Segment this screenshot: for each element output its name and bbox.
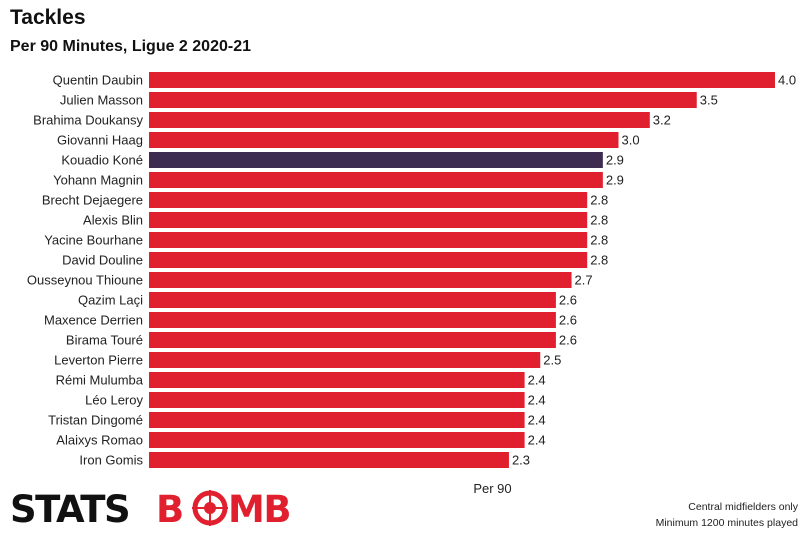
category-label: Qazim Laçi [78,293,143,308]
value-label: 2.4 [528,413,546,428]
value-label: 3.0 [622,133,640,148]
category-label: Giovanni Haag [57,133,143,148]
category-label: Leverton Pierre [54,353,143,368]
value-label: 2.7 [575,273,593,288]
bar [149,392,525,408]
bar [149,152,603,168]
category-label: Birama Touré [66,333,143,348]
footnote-line-2: Minimum 1200 minutes played [655,517,798,529]
category-label: Kouadio Koné [61,153,143,168]
bar [149,292,556,308]
bar [149,72,775,88]
value-label: 2.8 [590,213,608,228]
value-label: 4.0 [778,73,796,88]
category-label: Yohann Magnin [53,173,143,188]
bar [149,432,525,448]
category-label: Rémi Mulumba [56,373,144,388]
category-label: Ousseynou Thioune [27,273,143,288]
value-label: 2.8 [590,233,608,248]
value-label: 2.4 [528,433,546,448]
value-label: 3.5 [700,93,718,108]
bar-chart: Quentin Daubin 4.0 Julien Masson 3.5 Brahima… [27,72,796,468]
chart-subtitle: Per 90 Minutes, Ligue 2 2020-21 [10,38,251,55]
value-label: 2.8 [590,193,608,208]
value-label: 2.6 [559,313,577,328]
chart-title: Tackles [10,6,86,29]
statsbomb-logo: STATS B MB [10,488,292,530]
bar [149,372,525,388]
value-label: 2.9 [606,173,624,188]
footnote-line-1: Central midfielders only [688,501,798,513]
bar [149,312,556,328]
bar [149,452,509,468]
bar [149,252,588,268]
footnote: Central midfielders only Minimum 1200 mi… [656,499,798,531]
value-label: 2.9 [606,153,624,168]
value-label: 2.4 [528,393,546,408]
bar [149,272,572,288]
bar [149,112,650,128]
x-axis-label: Per 90 [473,481,512,496]
bar [149,212,588,228]
value-label: 3.2 [653,113,671,128]
value-label: 2.5 [543,353,561,368]
bar [149,172,603,188]
bar [149,412,525,428]
value-label: 2.8 [590,253,608,268]
value-label: 2.6 [559,293,577,308]
value-label: 2.3 [512,453,530,468]
value-label: 2.4 [528,373,546,388]
category-label: Maxence Derrien [44,313,143,328]
svg-text:MB: MB [228,488,290,530]
category-label: Iron Gomis [79,453,143,468]
bar [149,92,697,108]
bar [149,192,588,208]
category-label: Alexis Blin [83,213,143,228]
bar [149,352,541,368]
svg-text:STATS: STATS [10,488,129,530]
category-label: Alaixys Romao [56,433,143,448]
category-label: Brahima Doukansy [33,113,143,128]
category-label: Yacine Bourhane [44,233,143,248]
category-label: Julien Masson [60,93,143,108]
svg-text:B: B [156,488,183,530]
category-label: Léo Leroy [85,393,143,408]
category-label: Tristan Dingomé [48,413,143,428]
bar [149,332,556,348]
category-label: Quentin Daubin [53,73,143,88]
bar [149,232,588,248]
category-label: David Douline [62,253,143,268]
target-icon [192,490,228,526]
category-label: Brecht Dejaegere [42,193,143,208]
bar [149,132,619,148]
value-label: 2.6 [559,333,577,348]
